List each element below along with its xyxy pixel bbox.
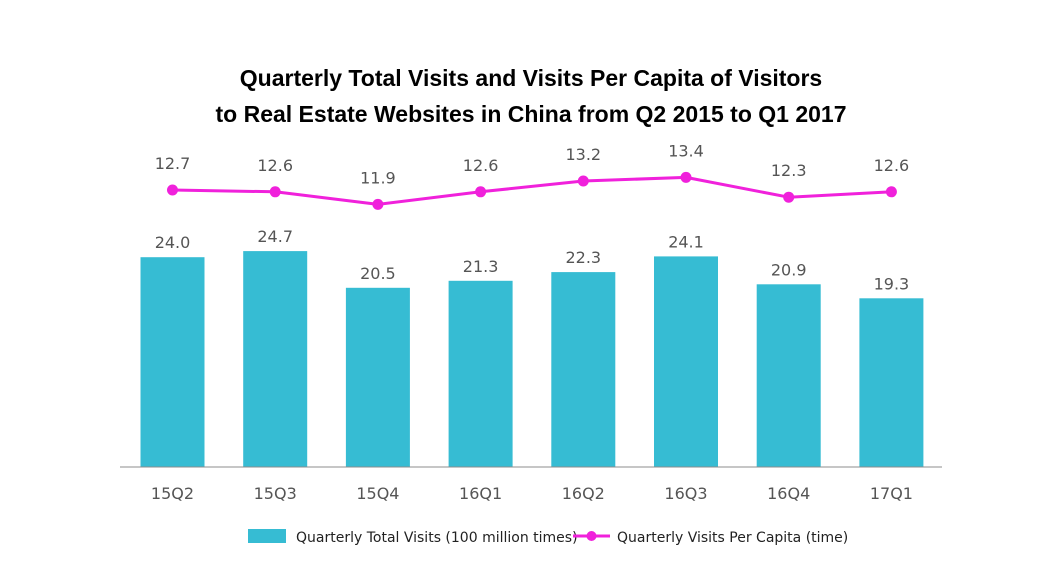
legend-label-bars: Quarterly Total Visits (100 million time… (296, 530, 578, 546)
line-value-label: 12.6 (257, 156, 293, 175)
x-tick-label: 15Q4 (356, 484, 399, 503)
line-point (167, 184, 178, 196)
bar (345, 287, 410, 467)
x-tick-label: 16Q4 (767, 484, 810, 503)
x-tick-label: 15Q3 (254, 484, 297, 503)
bar-value-label: 21.3 (463, 257, 499, 276)
bar (551, 272, 616, 467)
bar (756, 284, 821, 467)
bar-value-label: 24.0 (155, 233, 191, 252)
line-point (783, 191, 795, 203)
chart-title-line-1: Quarterly Total Visits and Visits Per Ca… (239, 65, 823, 91)
legend-swatch-marker (586, 531, 597, 541)
line-value-label: 11.9 (360, 168, 396, 187)
x-tick-label: 15Q2 (151, 484, 194, 503)
bar (243, 251, 308, 467)
legend-label-line: Quarterly Visits Per Capita (time) (617, 530, 848, 546)
bar-value-label: 22.3 (565, 248, 601, 267)
line-labels-layer: 12.7 12.6 11.9 12.6 13.2 13.4 12.3 12.6 (155, 141, 910, 187)
legend: Quarterly Total Visits (100 million time… (248, 529, 848, 546)
line-value-label: 13.2 (565, 145, 601, 164)
line-point (372, 198, 384, 210)
x-tick-label: 17Q1 (870, 484, 913, 503)
bar-value-label: 24.7 (257, 227, 293, 246)
line-value-label: 12.7 (155, 154, 191, 173)
line-point (475, 186, 487, 198)
bar (859, 298, 924, 467)
chart-title-line-2: to Real Estate Websites in China from Q2… (215, 101, 847, 127)
bar-value-label: 20.9 (771, 260, 807, 279)
bar-value-label: 20.5 (360, 264, 396, 283)
bars-layer (140, 251, 924, 467)
chart-title: Quarterly Total Visits and Visits Per Ca… (0, 60, 1062, 132)
line-value-label: 12.3 (771, 161, 807, 180)
line-point (269, 186, 281, 198)
bar-labels-layer: 24.0 24.7 20.5 21.3 22.3 24.1 20.9 19.3 (155, 227, 910, 293)
line-point (577, 175, 589, 187)
x-tick-label: 16Q3 (664, 484, 707, 503)
bar (654, 256, 718, 467)
line-point (885, 186, 897, 198)
line-value-label: 13.4 (668, 141, 704, 160)
bar (448, 280, 513, 467)
x-tick-labels: 15Q2 15Q3 15Q4 16Q1 16Q2 16Q3 16Q4 17Q1 (151, 484, 913, 503)
x-tick-label: 16Q1 (459, 484, 502, 503)
bar (140, 257, 205, 467)
line-value-label: 12.6 (463, 156, 499, 175)
bar-value-label: 19.3 (874, 274, 910, 293)
legend-swatch-bars (248, 529, 286, 543)
x-tick-label: 16Q2 (562, 484, 605, 503)
line-point (680, 171, 692, 183)
per-capita-line (172, 175, 892, 206)
line-value-label: 12.6 (874, 156, 910, 175)
line-layer (167, 171, 897, 210)
bar-value-label: 24.1 (668, 232, 704, 251)
